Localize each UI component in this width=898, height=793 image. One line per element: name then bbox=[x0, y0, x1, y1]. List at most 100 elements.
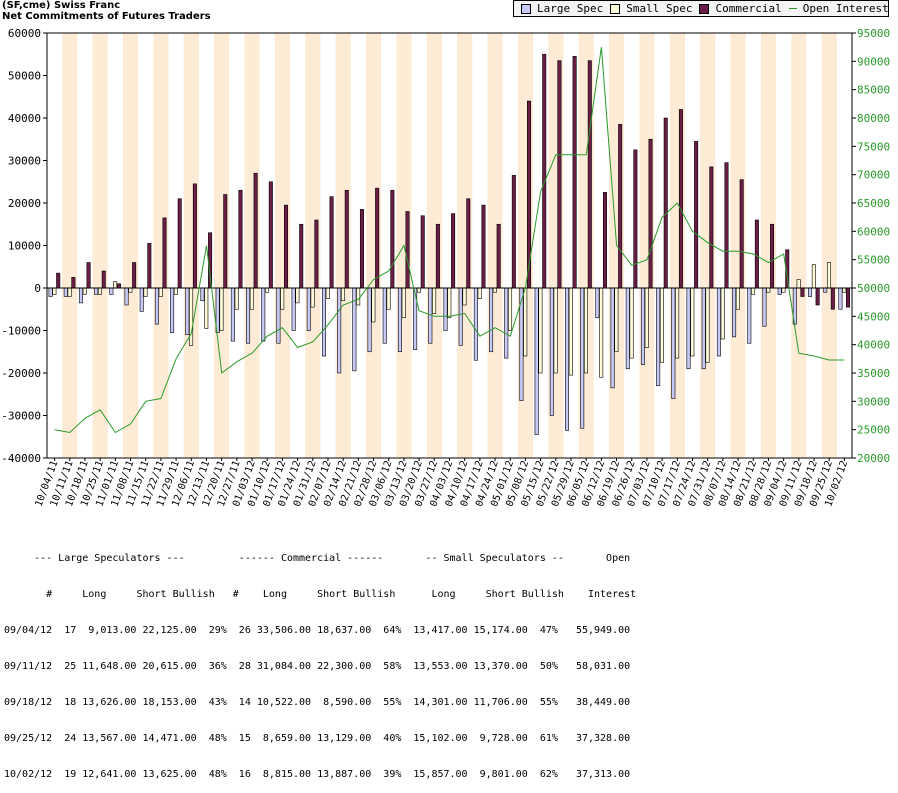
large-spec-bar bbox=[276, 287, 281, 344]
commercial-bar bbox=[86, 262, 91, 289]
small-spec-bar bbox=[82, 287, 87, 295]
large-spec-bar bbox=[580, 287, 585, 429]
large-spec-bar bbox=[808, 287, 813, 297]
commercial-bar bbox=[451, 213, 456, 289]
small-spec-bar bbox=[386, 287, 391, 310]
small-spec-bar bbox=[340, 287, 345, 302]
legend: Large Spec Small Spec Commercial Open In… bbox=[513, 0, 889, 17]
y2-tick-label: 25000 bbox=[857, 424, 890, 437]
large-spec-bar bbox=[185, 287, 190, 336]
commercial-bar bbox=[71, 277, 76, 289]
small-spec-bar bbox=[629, 287, 634, 359]
small-spec-bar bbox=[781, 287, 786, 293]
large-spec-bar bbox=[625, 287, 630, 370]
legend-item-commercial: Commercial bbox=[699, 2, 782, 15]
open-interest-line bbox=[54, 47, 845, 434]
data-table: --- Large Speculators --- ------ Commerc… bbox=[4, 529, 636, 793]
commercial-bar bbox=[481, 204, 486, 289]
large-spec-bar bbox=[701, 287, 706, 370]
large-spec-bar bbox=[716, 287, 721, 357]
legend-swatch-commercial bbox=[699, 3, 710, 14]
small-spec-bar bbox=[644, 287, 649, 348]
commercial-bar bbox=[359, 209, 364, 289]
small-spec-bar bbox=[447, 287, 452, 319]
y2-tick-label: 85000 bbox=[857, 84, 890, 97]
small-spec-bar bbox=[583, 287, 588, 374]
commercial-bar bbox=[678, 109, 683, 289]
large-spec-bar bbox=[671, 287, 676, 399]
commercial-bar bbox=[329, 196, 334, 289]
y-tick-label: 40000 bbox=[8, 112, 41, 125]
small-spec-bar bbox=[52, 287, 57, 295]
large-spec-bar bbox=[109, 287, 114, 295]
y2-tick-label: 95000 bbox=[857, 27, 890, 40]
y2-tick-label: 55000 bbox=[857, 254, 890, 267]
commercial-bar bbox=[618, 124, 623, 289]
background-band bbox=[122, 33, 139, 458]
large-spec-bar bbox=[610, 287, 615, 389]
commercial-bar bbox=[572, 56, 577, 289]
commercial-bar bbox=[56, 272, 61, 289]
small-spec-bar bbox=[280, 287, 285, 310]
small-spec-bar bbox=[523, 287, 528, 357]
small-spec-bar bbox=[477, 287, 482, 299]
y-tick-label: 50000 bbox=[8, 70, 41, 83]
legend-item-small: Small Spec bbox=[610, 2, 692, 15]
small-spec-bar bbox=[249, 287, 254, 310]
small-spec-bar bbox=[492, 287, 497, 293]
y2-tick-label: 90000 bbox=[857, 55, 890, 68]
table-row: 10/02/12 19 12,641.00 13,625.00 48% 16 8… bbox=[4, 769, 631, 780]
small-spec-bar bbox=[265, 287, 270, 293]
table-row: 09/04/12 17 9,013.00 22,125.00 29% 26 33… bbox=[4, 625, 631, 636]
small-spec-bar bbox=[371, 287, 376, 323]
large-spec-bar bbox=[78, 287, 83, 304]
legend-item-large: Large Spec bbox=[521, 2, 603, 15]
commercial-bar bbox=[511, 175, 516, 289]
commercial-bar bbox=[314, 219, 319, 289]
table-row: 09/25/12 24 13,567.00 14,471.00 48% 15 8… bbox=[4, 733, 631, 744]
small-spec-bar bbox=[401, 287, 406, 319]
small-spec-bar bbox=[553, 287, 558, 374]
chart-title: (SF,cme) Swiss Franc bbox=[2, 0, 121, 11]
commercial-bar bbox=[299, 223, 304, 289]
small-spec-bar bbox=[113, 281, 118, 289]
legend-swatch-large bbox=[521, 3, 531, 14]
commercial-bar bbox=[587, 60, 592, 289]
large-spec-bar bbox=[458, 287, 463, 346]
large-spec-bar bbox=[246, 287, 251, 344]
small-spec-bar bbox=[735, 287, 740, 310]
legend-swatch-small bbox=[610, 3, 621, 14]
y-tick-label: 20000 bbox=[8, 197, 41, 210]
background-band bbox=[791, 33, 807, 458]
commercial-bar bbox=[223, 194, 228, 289]
large-spec-bar bbox=[823, 287, 828, 293]
y2-tick-label: 35000 bbox=[857, 367, 890, 380]
large-spec-bar bbox=[139, 287, 144, 312]
y-tick-label: -20000 bbox=[1, 367, 41, 380]
small-spec-bar bbox=[432, 287, 437, 314]
background-band bbox=[274, 33, 291, 458]
commercial-bar bbox=[390, 189, 395, 289]
large-spec-bar bbox=[686, 287, 691, 370]
table-row: 09/18/12 18 13,626.00 18,153.00 43% 14 1… bbox=[4, 697, 631, 708]
background-band bbox=[62, 33, 78, 458]
small-spec-bar bbox=[751, 287, 756, 295]
commercial-bar bbox=[375, 187, 380, 289]
background-band bbox=[244, 33, 260, 458]
small-spec-bar bbox=[97, 287, 102, 295]
large-spec-bar bbox=[489, 287, 494, 353]
commercial-bar bbox=[724, 162, 729, 289]
y2-tick-label: 40000 bbox=[857, 339, 890, 352]
large-spec-bar bbox=[337, 287, 342, 374]
commercial-bar bbox=[192, 183, 197, 289]
large-spec-bar bbox=[747, 287, 752, 344]
large-spec-bar bbox=[291, 287, 296, 331]
small-spec-bar bbox=[189, 287, 194, 346]
large-spec-bar bbox=[565, 287, 570, 431]
y2-tick-label: 20000 bbox=[857, 452, 890, 465]
small-spec-bar bbox=[310, 287, 315, 308]
background-band bbox=[153, 33, 169, 458]
table-header-1: --- Large Speculators --- ------ Commerc… bbox=[4, 553, 631, 564]
cot-chart: -40000 -30000 -20000 -10000 0 10000 20000 30000… bbox=[1, 27, 890, 508]
large-spec-bar bbox=[732, 287, 737, 338]
